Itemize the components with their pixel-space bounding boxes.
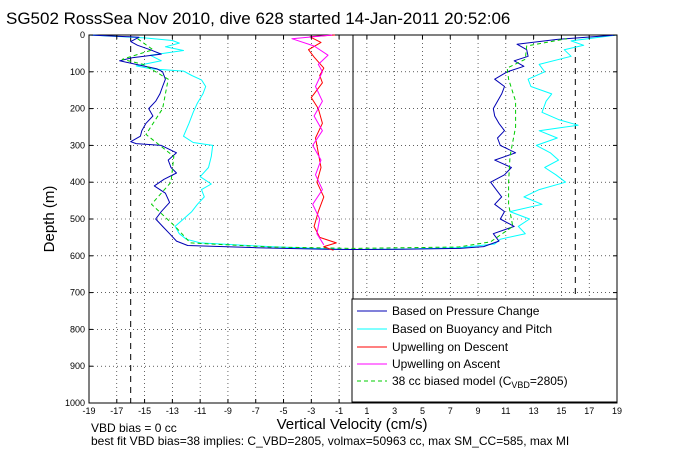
y-tick-label: 800 bbox=[70, 324, 85, 334]
x-tick-label: 1 bbox=[364, 406, 369, 416]
x-axis-label: Vertical Velocity (cm/s) bbox=[277, 416, 428, 433]
x-tick-label: -11 bbox=[194, 406, 206, 416]
y-tick-label: 1000 bbox=[65, 398, 85, 408]
x-tick-label: 15 bbox=[556, 406, 566, 416]
x-tick-label: -1 bbox=[335, 406, 343, 416]
x-tick-label: -19 bbox=[82, 406, 95, 416]
x-tick-label: -15 bbox=[138, 406, 151, 416]
legend-label-model: 38 cc biased model (CVBD=2805) bbox=[392, 374, 568, 390]
x-axis-ticks: -19 -17 -15 -13 -11 -9 -7 -5 -3 -1 1 3 5 7 9 11 13 15 17 19 bbox=[82, 35, 622, 416]
y-tick-label: 700 bbox=[70, 288, 85, 298]
legend-label-pressure: Based on Pressure Change bbox=[392, 304, 540, 318]
x-tick-label: 5 bbox=[420, 406, 425, 416]
legend-label-descent: Upwelling on Descent bbox=[392, 340, 509, 354]
y-tick-label: 900 bbox=[70, 361, 85, 371]
x-tick-label: -3 bbox=[307, 406, 315, 416]
y-axis-label: Depth (m) bbox=[41, 186, 58, 253]
y-axis-ticks: 0 100 200 300 400 500 600 700 800 900 1000 bbox=[65, 30, 617, 408]
legend-label-buoyancy: Based on Buoyancy and Pitch bbox=[392, 322, 552, 336]
y-tick-label: 600 bbox=[70, 251, 85, 261]
x-tick-label: 7 bbox=[448, 406, 453, 416]
note-best-fit: best fit VBD bias=38 implies: C_VBD=2805… bbox=[91, 434, 569, 448]
note-vbd-bias: VBD bias = 0 cc bbox=[91, 421, 177, 435]
chart-title: SG502 RossSea Nov 2010, dive 628 started… bbox=[6, 9, 510, 28]
x-tick-label: 9 bbox=[476, 406, 481, 416]
x-tick-label: -7 bbox=[252, 406, 260, 416]
legend: Based on Pressure Change Based on Buoyan… bbox=[351, 298, 618, 403]
y-tick-label: 200 bbox=[70, 104, 85, 114]
legend-box bbox=[351, 298, 618, 403]
y-tick-label: 0 bbox=[80, 30, 85, 40]
series-line-1 bbox=[88, 34, 618, 250]
x-tick-label: 3 bbox=[392, 406, 397, 416]
y-tick-label: 500 bbox=[70, 214, 85, 224]
series-line-4 bbox=[291, 34, 333, 246]
x-tick-label: 13 bbox=[529, 406, 539, 416]
series-group bbox=[88, 34, 618, 251]
x-tick-label: 11 bbox=[501, 406, 510, 416]
legend-label-ascent: Upwelling on Ascent bbox=[392, 357, 501, 371]
y-tick-label: 300 bbox=[70, 140, 85, 150]
y-tick-label: 100 bbox=[70, 67, 85, 77]
y-tick-label: 400 bbox=[70, 177, 85, 187]
x-tick-label: -9 bbox=[224, 406, 232, 416]
x-tick-label: 17 bbox=[584, 406, 594, 416]
x-tick-label: -17 bbox=[110, 406, 123, 416]
x-tick-label: -13 bbox=[166, 406, 179, 416]
x-tick-label: -5 bbox=[280, 406, 288, 416]
x-tick-label: 19 bbox=[612, 406, 622, 416]
series-line-2 bbox=[121, 38, 568, 249]
